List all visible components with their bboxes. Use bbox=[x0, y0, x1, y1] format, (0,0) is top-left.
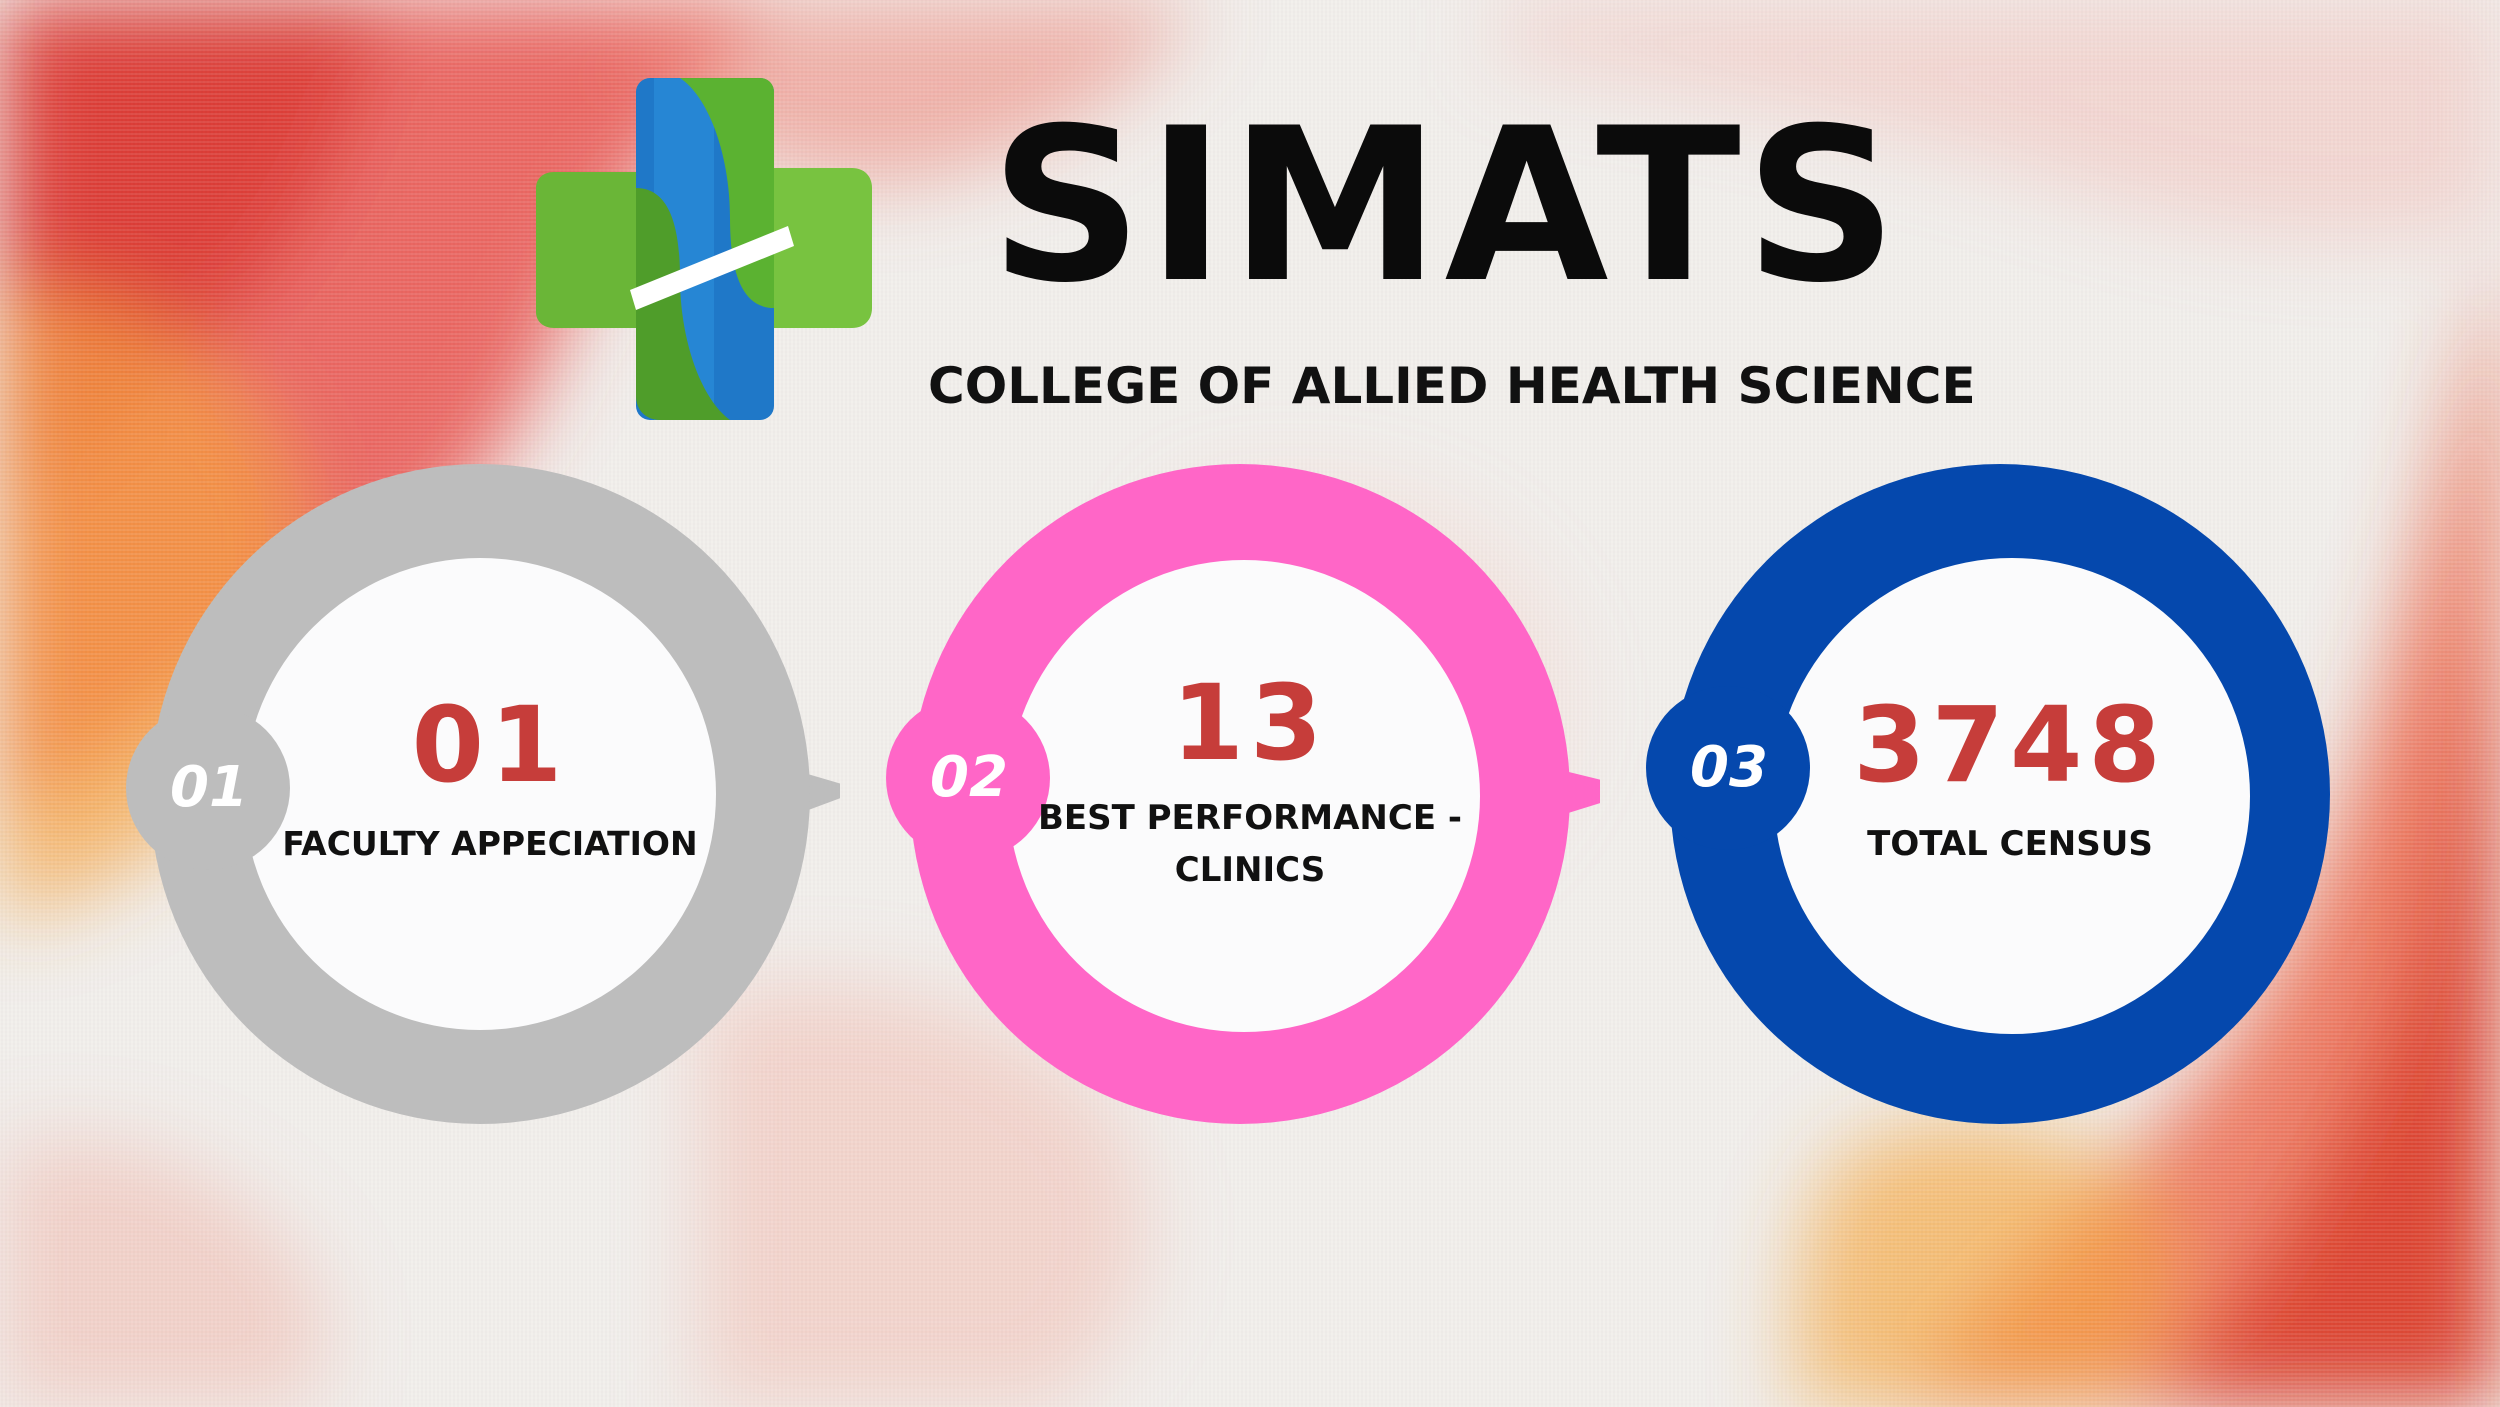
index-badge bbox=[886, 696, 1050, 860]
stat-ring-graphic bbox=[126, 464, 840, 1124]
stat-label: FACULTY APPECIATION bbox=[282, 824, 698, 863]
simats-logo bbox=[530, 78, 880, 428]
college-subtitle: COLLEGE OF ALLIED HEALTH SCIENCE bbox=[928, 357, 1976, 415]
stat-value: 3748 bbox=[1853, 684, 2167, 806]
stat-label: BEST PERFORMANCE - CLINICS bbox=[1037, 798, 1463, 890]
index-badge bbox=[126, 706, 290, 870]
stat-index: 01 bbox=[170, 755, 248, 820]
simats-cross-logo-icon bbox=[536, 78, 872, 420]
stat-label: TOTAL CENSUS bbox=[1867, 824, 2153, 864]
stat-ring-graphic bbox=[886, 464, 1600, 1124]
inner-circle bbox=[1008, 560, 1480, 1032]
inner-circle bbox=[1774, 558, 2250, 1034]
inner-circle bbox=[244, 558, 716, 1030]
stat-index: 02 bbox=[930, 745, 1008, 810]
brand-title: SIMATS bbox=[990, 82, 1902, 329]
index-badge bbox=[1646, 686, 1810, 850]
stat-index: 03 bbox=[1690, 735, 1768, 800]
stat-ring-graphic bbox=[1646, 464, 2330, 1124]
stat-card-clinics: 02 13 BEST PERFORMANCE - CLINICS bbox=[880, 460, 1600, 1180]
stat-card-faculty: 01 01 FACULTY APPECIATION bbox=[120, 460, 840, 1180]
stat-value: 13 bbox=[1171, 662, 1329, 784]
stat-card-census: 03 3748 TOTAL CENSUS bbox=[1640, 460, 2360, 1180]
stat-value: 01 bbox=[411, 684, 569, 806]
